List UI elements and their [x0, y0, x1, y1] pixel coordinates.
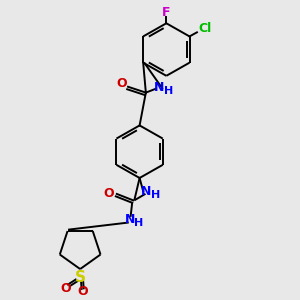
Text: O: O: [61, 282, 71, 295]
Text: O: O: [78, 285, 88, 298]
Text: O: O: [116, 77, 127, 90]
Text: N: N: [124, 213, 135, 226]
Text: O: O: [103, 187, 114, 200]
Text: N: N: [141, 185, 151, 199]
Text: Cl: Cl: [198, 22, 212, 35]
Text: H: H: [164, 86, 173, 96]
Text: H: H: [134, 218, 143, 228]
Text: N: N: [154, 81, 164, 94]
Text: F: F: [161, 6, 170, 19]
Text: H: H: [151, 190, 160, 200]
Text: S: S: [75, 270, 86, 285]
